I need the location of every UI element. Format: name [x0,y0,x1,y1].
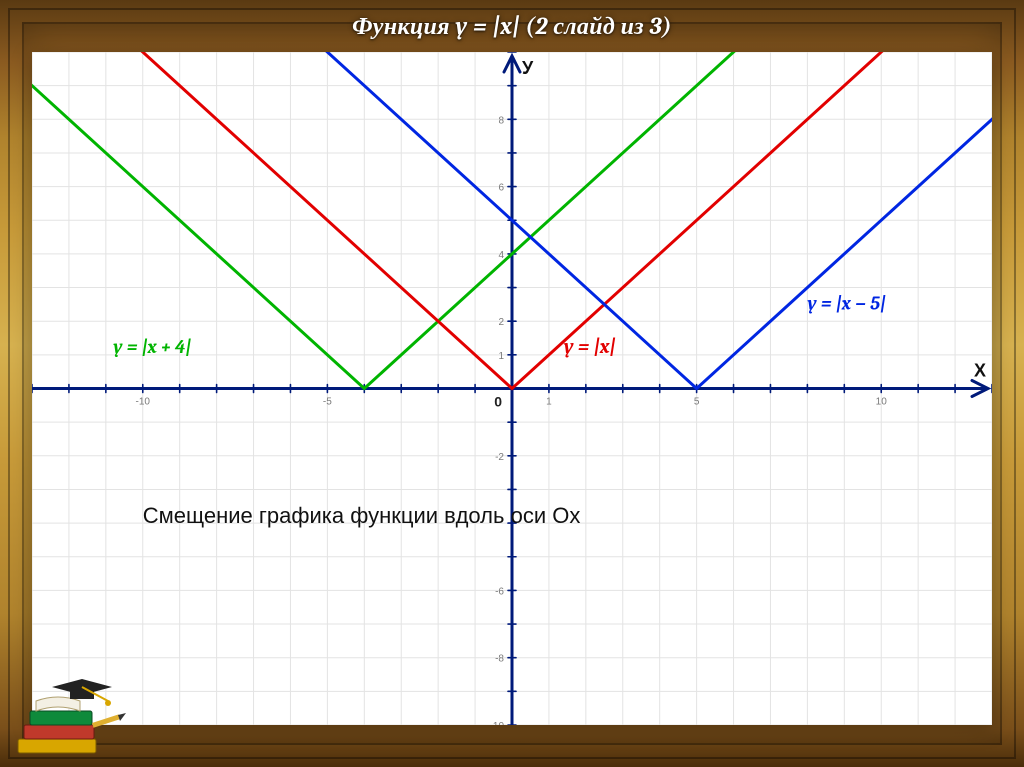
svg-text:4: 4 [498,250,504,261]
svg-text:-8: -8 [495,654,504,665]
svg-text:5: 5 [694,397,700,408]
svg-text:1: 1 [546,397,552,408]
svg-text:-10: -10 [136,397,151,408]
svg-text:10: 10 [876,397,888,408]
svg-text:У: У [522,58,534,78]
chart-caption: Смещение графика функции вдоль оси Ox [143,503,581,528]
svg-text:0: 0 [494,394,502,410]
title-suffix: (2 слайд из 3) [526,12,672,40]
svg-text:-5: -5 [323,397,332,408]
svg-text:2: 2 [498,317,504,328]
function-graph: -10 -5 1 5 10 -10 -8 -6 -2 1 2 4 6 8 0 X Уy = |x + 4| y =… [32,52,992,725]
slide-title: Функция y = |x| (2 слайд из 3) [0,6,1024,46]
svg-text:-6: -6 [495,586,504,597]
svg-text:1: 1 [498,351,504,362]
title-math: y = |x| [455,12,520,40]
svg-text:6: 6 [498,183,504,194]
svg-text:8: 8 [498,115,504,126]
svg-text:-10: -10 [490,721,505,725]
svg-text:-2: -2 [495,452,504,463]
slide-frame: Функция y = |x| (2 слайд из 3) -10-51510… [0,0,1024,767]
series-label-y=|x+4|: y = |x + 4| [112,336,191,358]
series-label-y=|x-5|: y = |x − 5| [806,292,886,314]
chart-canvas: -10 -5 1 5 10 -10 -8 -6 -2 1 2 4 6 8 0 X Уy = |x + 4| y =… [32,52,992,725]
series-label-y=|x|: y = |x| [563,335,616,358]
title-prefix: Функция [352,12,455,40]
svg-text:X: X [974,361,986,381]
